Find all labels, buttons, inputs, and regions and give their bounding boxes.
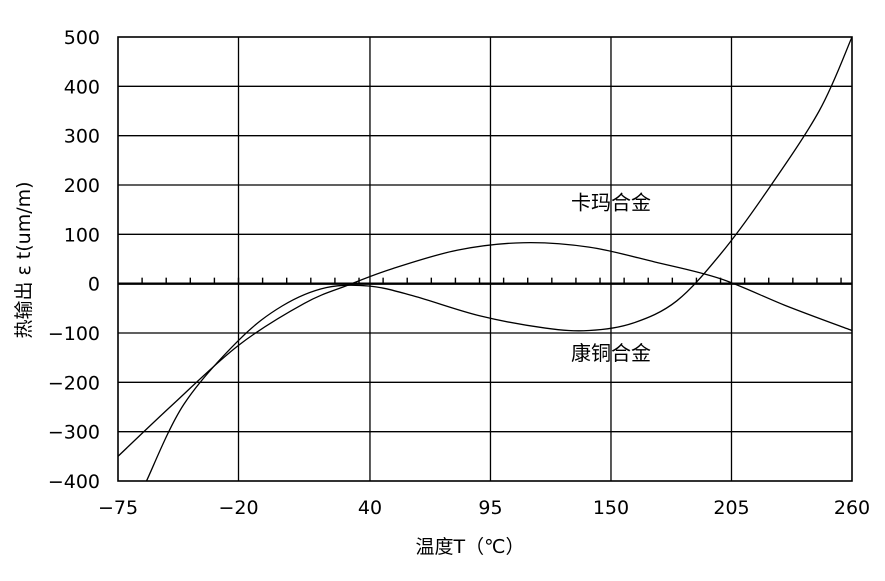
series-line-2 — [145, 36, 853, 482]
x-tick-label: 95 — [478, 497, 502, 519]
y-tick-label: −200 — [48, 372, 100, 394]
y-axis-title: 热输出 ε t(um/m) — [13, 181, 35, 338]
y-tick-label: 200 — [64, 175, 100, 197]
zero-line — [118, 277, 852, 285]
y-tick-label: 500 — [64, 27, 100, 49]
annotation-label-2: 康铜合金 — [571, 341, 651, 365]
x-tick-label: 40 — [358, 497, 382, 519]
x-tick-label: 150 — [593, 497, 629, 519]
x-tick-label: 260 — [834, 497, 870, 519]
x-tick-labels: −75 −20 40 95 150 205 260 — [98, 497, 870, 519]
y-tick-label: −400 — [48, 471, 100, 493]
plot-frame — [117, 36, 853, 482]
y-tick-label: 100 — [64, 224, 100, 246]
y-tick-label: 400 — [64, 76, 100, 98]
y-tick-label: 300 — [64, 126, 100, 148]
series-group — [117, 36, 853, 482]
y-tick-labels: 500 400 300 200 100 0 −100 −200 −300 −400 — [48, 27, 100, 493]
y-tick-label: −100 — [48, 323, 100, 345]
annotation-label-1: 卡玛合金 — [571, 191, 651, 215]
y-tick-label: −300 — [48, 422, 100, 444]
series-line-1 — [117, 241, 853, 457]
y-tick-label: 0 — [88, 274, 100, 296]
x-tick-label: −75 — [98, 497, 138, 519]
grid — [117, 36, 853, 482]
x-tick-label: −20 — [218, 497, 258, 519]
x-tick-label: 205 — [713, 497, 749, 519]
x-axis-title: 温度T（℃） — [416, 536, 525, 558]
